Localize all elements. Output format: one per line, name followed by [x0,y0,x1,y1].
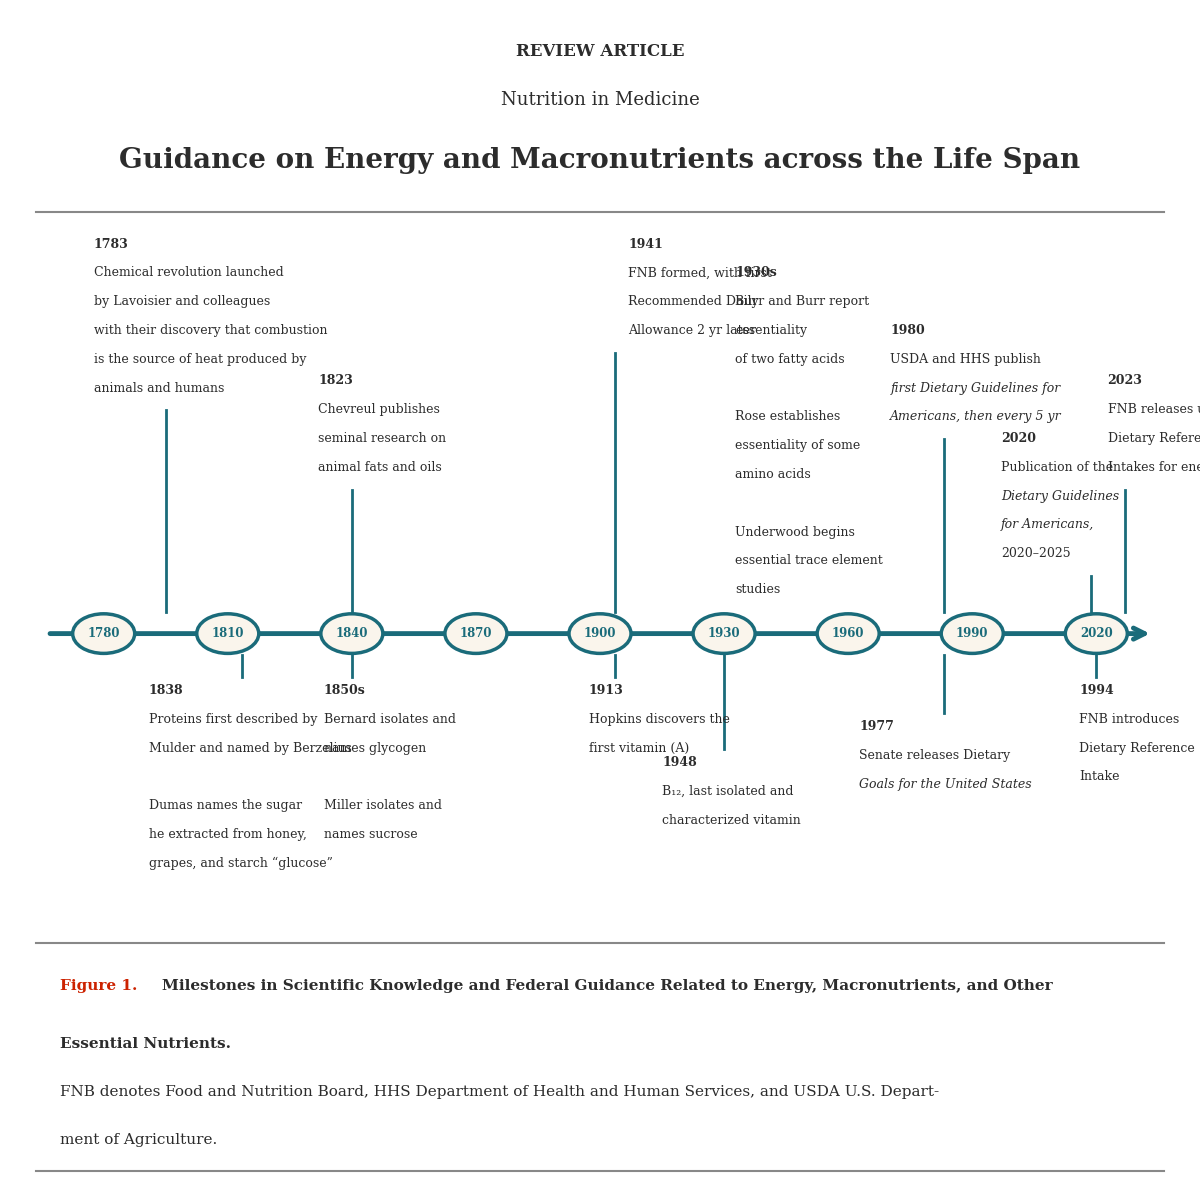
Text: Dietary Guidelines: Dietary Guidelines [1001,490,1120,503]
Text: Milestones in Scientific Knowledge and Federal Guidance Related to Energy, Macro: Milestones in Scientific Knowledge and F… [162,979,1052,994]
Text: animals and humans: animals and humans [94,382,224,395]
Text: Publication of the: Publication of the [1001,461,1114,474]
Text: Hopkins discovers the: Hopkins discovers the [589,713,730,726]
Text: Underwood begins: Underwood begins [736,526,856,539]
Text: 2020: 2020 [1080,628,1112,640]
Text: FNB releases updated: FNB releases updated [1108,403,1200,416]
Text: Senate releases Dietary: Senate releases Dietary [859,749,1010,762]
Text: 1977: 1977 [859,720,894,733]
Ellipse shape [73,614,134,653]
Text: names glycogen: names glycogen [324,742,426,755]
Text: 1870: 1870 [460,628,492,640]
Text: amino acids: amino acids [736,468,811,481]
Text: Chemical revolution launched: Chemical revolution launched [94,266,283,280]
Ellipse shape [817,614,880,653]
Text: 1840: 1840 [336,628,368,640]
Text: 2020–2025: 2020–2025 [1001,547,1070,560]
Text: 1783: 1783 [94,238,128,251]
Text: by Lavoisier and colleagues: by Lavoisier and colleagues [94,295,270,308]
Text: 1930s: 1930s [736,266,778,280]
Text: essentiality: essentiality [736,324,808,337]
Text: ment of Agriculture.: ment of Agriculture. [60,1133,217,1147]
Text: 1823: 1823 [318,374,353,388]
Text: REVIEW ARTICLE: REVIEW ARTICLE [516,43,684,60]
Text: 1838: 1838 [149,684,184,697]
Text: 1930: 1930 [708,628,740,640]
Text: 1941: 1941 [629,238,664,251]
Text: Intakes for energy: Intakes for energy [1108,461,1200,474]
Text: seminal research on: seminal research on [318,432,446,445]
Text: essential trace element: essential trace element [736,554,883,568]
Text: 2023: 2023 [1108,374,1142,388]
Text: Dietary Reference: Dietary Reference [1108,432,1200,445]
Ellipse shape [941,614,1003,653]
Text: Americans, then every 5 yr: Americans, then every 5 yr [890,410,1062,424]
Ellipse shape [197,614,259,653]
Text: Dumas names the sugar: Dumas names the sugar [149,799,302,812]
Text: first vitamin (A): first vitamin (A) [589,742,689,755]
Text: B₁₂, last isolated and: B₁₂, last isolated and [662,785,793,798]
Text: Goals for the United States: Goals for the United States [859,778,1032,791]
Text: FNB denotes Food and Nutrition Board, HHS Department of Health and Human Service: FNB denotes Food and Nutrition Board, HH… [60,1085,940,1099]
Text: for Americans,: for Americans, [1001,518,1094,532]
Text: USDA and HHS publish: USDA and HHS publish [890,353,1042,366]
Text: studies: studies [736,583,781,596]
Text: 1960: 1960 [832,628,864,640]
Text: Burr and Burr report: Burr and Burr report [736,295,870,308]
Text: characterized vitamin: characterized vitamin [662,814,800,827]
Text: 1810: 1810 [211,628,244,640]
Text: Nutrition in Medicine: Nutrition in Medicine [500,91,700,109]
Text: names sucrose: names sucrose [324,828,418,841]
Text: Allowance 2 yr later: Allowance 2 yr later [629,324,756,337]
Text: 2020: 2020 [1001,432,1036,445]
Ellipse shape [320,614,383,653]
Ellipse shape [1066,614,1127,653]
Text: FNB formed, with first: FNB formed, with first [629,266,772,280]
Text: 1948: 1948 [662,756,697,769]
Ellipse shape [569,614,631,653]
Text: Rose establishes: Rose establishes [736,410,841,424]
Ellipse shape [445,614,506,653]
Text: 1780: 1780 [88,628,120,640]
Text: 1980: 1980 [890,324,925,337]
Text: Dietary Reference: Dietary Reference [1080,742,1195,755]
Text: 1994: 1994 [1080,684,1114,697]
Text: Mulder and named by Berzelius: Mulder and named by Berzelius [149,742,352,755]
Text: is the source of heat produced by: is the source of heat produced by [94,353,306,366]
Text: Miller isolates and: Miller isolates and [324,799,442,812]
Text: Guidance on Energy and Macronutrients across the Life Span: Guidance on Energy and Macronutrients ac… [120,146,1080,174]
Text: Chevreul publishes: Chevreul publishes [318,403,440,416]
Text: essentiality of some: essentiality of some [736,439,860,452]
Text: he extracted from honey,: he extracted from honey, [149,828,307,841]
Text: 1913: 1913 [589,684,624,697]
Text: animal fats and oils: animal fats and oils [318,461,442,474]
Text: 1850s: 1850s [324,684,365,697]
Text: Figure 1.: Figure 1. [60,979,137,994]
Text: 1900: 1900 [583,628,617,640]
Text: Intake: Intake [1080,770,1120,784]
Text: with their discovery that combustion: with their discovery that combustion [94,324,328,337]
Text: Recommended Daily: Recommended Daily [629,295,758,308]
Text: of two fatty acids: of two fatty acids [736,353,845,366]
Text: 1990: 1990 [956,628,989,640]
Text: Proteins first described by: Proteins first described by [149,713,317,726]
Text: Essential Nutrients.: Essential Nutrients. [60,1037,230,1051]
Ellipse shape [694,614,755,653]
Text: FNB introduces: FNB introduces [1080,713,1180,726]
Text: Bernard isolates and: Bernard isolates and [324,713,456,726]
Text: grapes, and starch “glucose”: grapes, and starch “glucose” [149,857,332,870]
Text: first Dietary Guidelines for: first Dietary Guidelines for [890,382,1061,395]
